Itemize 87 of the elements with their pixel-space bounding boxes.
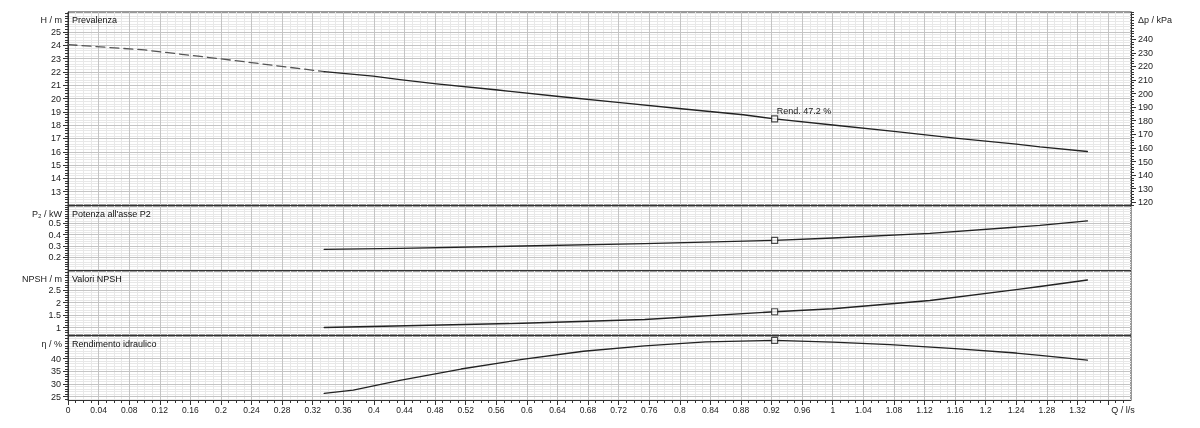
y-tick-label: 17 [50, 133, 61, 144]
y-tick-label: 18 [50, 120, 61, 131]
y2-tick-label: 180 [1138, 115, 1154, 126]
y-tick-label: 20 [50, 93, 61, 104]
y-tick-label: 35 [50, 366, 61, 377]
y2-tick-label: 220 [1138, 61, 1154, 72]
x-tick-label: 0.4 [367, 404, 381, 415]
x-tick-label: 1 [830, 404, 836, 415]
line-series [67, 43, 325, 73]
y-tick-label: 2 [55, 297, 61, 308]
x-tick-label: 0.76 [640, 404, 658, 415]
x-tick-label: 0.72 [610, 404, 628, 415]
y-tick-label: 1 [55, 322, 61, 333]
x-tick-label: 0 [65, 404, 71, 415]
y-tick-label: 19 [50, 106, 61, 117]
x-tick-label: 1.28 [1038, 404, 1056, 415]
chart-title: Valori NPSH [72, 273, 122, 284]
chart-title: Potenza all'asse P2 [72, 208, 151, 219]
x-tick-label: 0.12 [151, 404, 169, 415]
y-tick-label: 2.5 [48, 285, 61, 295]
x-tick-label: 0.64 [549, 404, 566, 415]
chart-title: Prevalenza [72, 14, 118, 25]
x-tick-label: 0.04 [90, 404, 108, 415]
x-tick-label: 0.92 [763, 404, 781, 415]
y-axis-title: P₂ / kW [32, 209, 63, 219]
line-series [323, 279, 1089, 329]
x-tick-label: 1.24 [1008, 404, 1025, 415]
x-tick-label: 1.08 [885, 404, 903, 415]
x-tick-label: 1.16 [946, 404, 964, 415]
x-tick-label: 0.52 [457, 404, 475, 415]
y2-tick-label: 170 [1138, 129, 1154, 140]
y-tick-label: 22 [50, 66, 61, 77]
annotation: Rend. 47.2 % [776, 106, 832, 117]
y2-tick-label: 190 [1138, 102, 1154, 113]
x-tick-label: 0.32 [304, 404, 322, 415]
y2-tick-label: 120 [1138, 197, 1154, 208]
x-tick-label: 0.16 [182, 404, 199, 415]
y-tick-label: 0.5 [48, 218, 61, 229]
y-axis-title: η / % [41, 339, 62, 349]
y-tick-label: 0.3 [48, 241, 61, 251]
y-tick-label: 25 [50, 26, 61, 37]
y-tick-label: 24 [50, 40, 61, 51]
x-tick-label: 0.2 [215, 404, 228, 415]
y-axis-title: H / m [40, 15, 62, 25]
y-tick-label: 16 [50, 146, 61, 157]
y-tick-label: 30 [50, 379, 61, 389]
x-tick-label: 0.24 [243, 404, 261, 415]
x-tick-label: 0.56 [487, 404, 505, 415]
y-tick-label: 23 [50, 53, 61, 64]
y-tick-label: 15 [50, 160, 61, 171]
x-tick-label: 0.88 [732, 404, 750, 415]
line-series [323, 70, 1089, 153]
x-tick-label: 0.08 [120, 404, 138, 415]
x-tick-label: 0.84 [702, 404, 719, 415]
x-tick-label: 0.6 [520, 404, 534, 415]
y-tick-label: 14 [50, 173, 61, 184]
y-tick-label: 21 [50, 80, 61, 91]
y-tick-label: 40 [50, 353, 61, 364]
y2-tick-label: 160 [1138, 142, 1154, 153]
x-tick-label: 1.2 [979, 404, 992, 415]
y2-tick-label: 200 [1138, 88, 1154, 99]
y-tick-label: 0.4 [48, 229, 61, 240]
y-tick-label: 25 [50, 391, 61, 402]
y2-tick-label: 240 [1138, 34, 1154, 45]
x-tick-label: 1.32 [1069, 404, 1087, 415]
line-series [323, 220, 1089, 251]
y-tick-label: 0.2 [48, 252, 61, 263]
y-tick-label: 13 [50, 186, 61, 197]
y-axis-title: NPSH / m [21, 274, 62, 284]
x-tick-label: 0.8 [673, 404, 686, 415]
y2-tick-label: 140 [1138, 170, 1154, 181]
y2-tick-label: 230 [1138, 47, 1154, 58]
x-tick-label: 0.36 [335, 404, 352, 415]
y2-axis-title: Δp / kPa [1138, 15, 1173, 25]
y2-tick-label: 130 [1138, 183, 1154, 194]
x-tick-label: 0.48 [426, 404, 444, 415]
x-axis-title: Q / l/s [1111, 404, 1136, 415]
y2-tick-label: 210 [1138, 74, 1154, 85]
y-tick-label: 1.5 [48, 310, 61, 320]
chart-title: Rendimento idraulico [72, 338, 157, 349]
y2-tick-label: 150 [1138, 156, 1154, 167]
x-tick-label: 0.68 [579, 404, 597, 415]
x-tick-label: 0.28 [273, 404, 291, 415]
x-tick-label: 1.04 [855, 404, 872, 415]
x-tick-label: 0.44 [396, 404, 414, 415]
x-tick-label: 0.96 [793, 404, 811, 415]
x-tick-label: 1.12 [916, 404, 934, 415]
